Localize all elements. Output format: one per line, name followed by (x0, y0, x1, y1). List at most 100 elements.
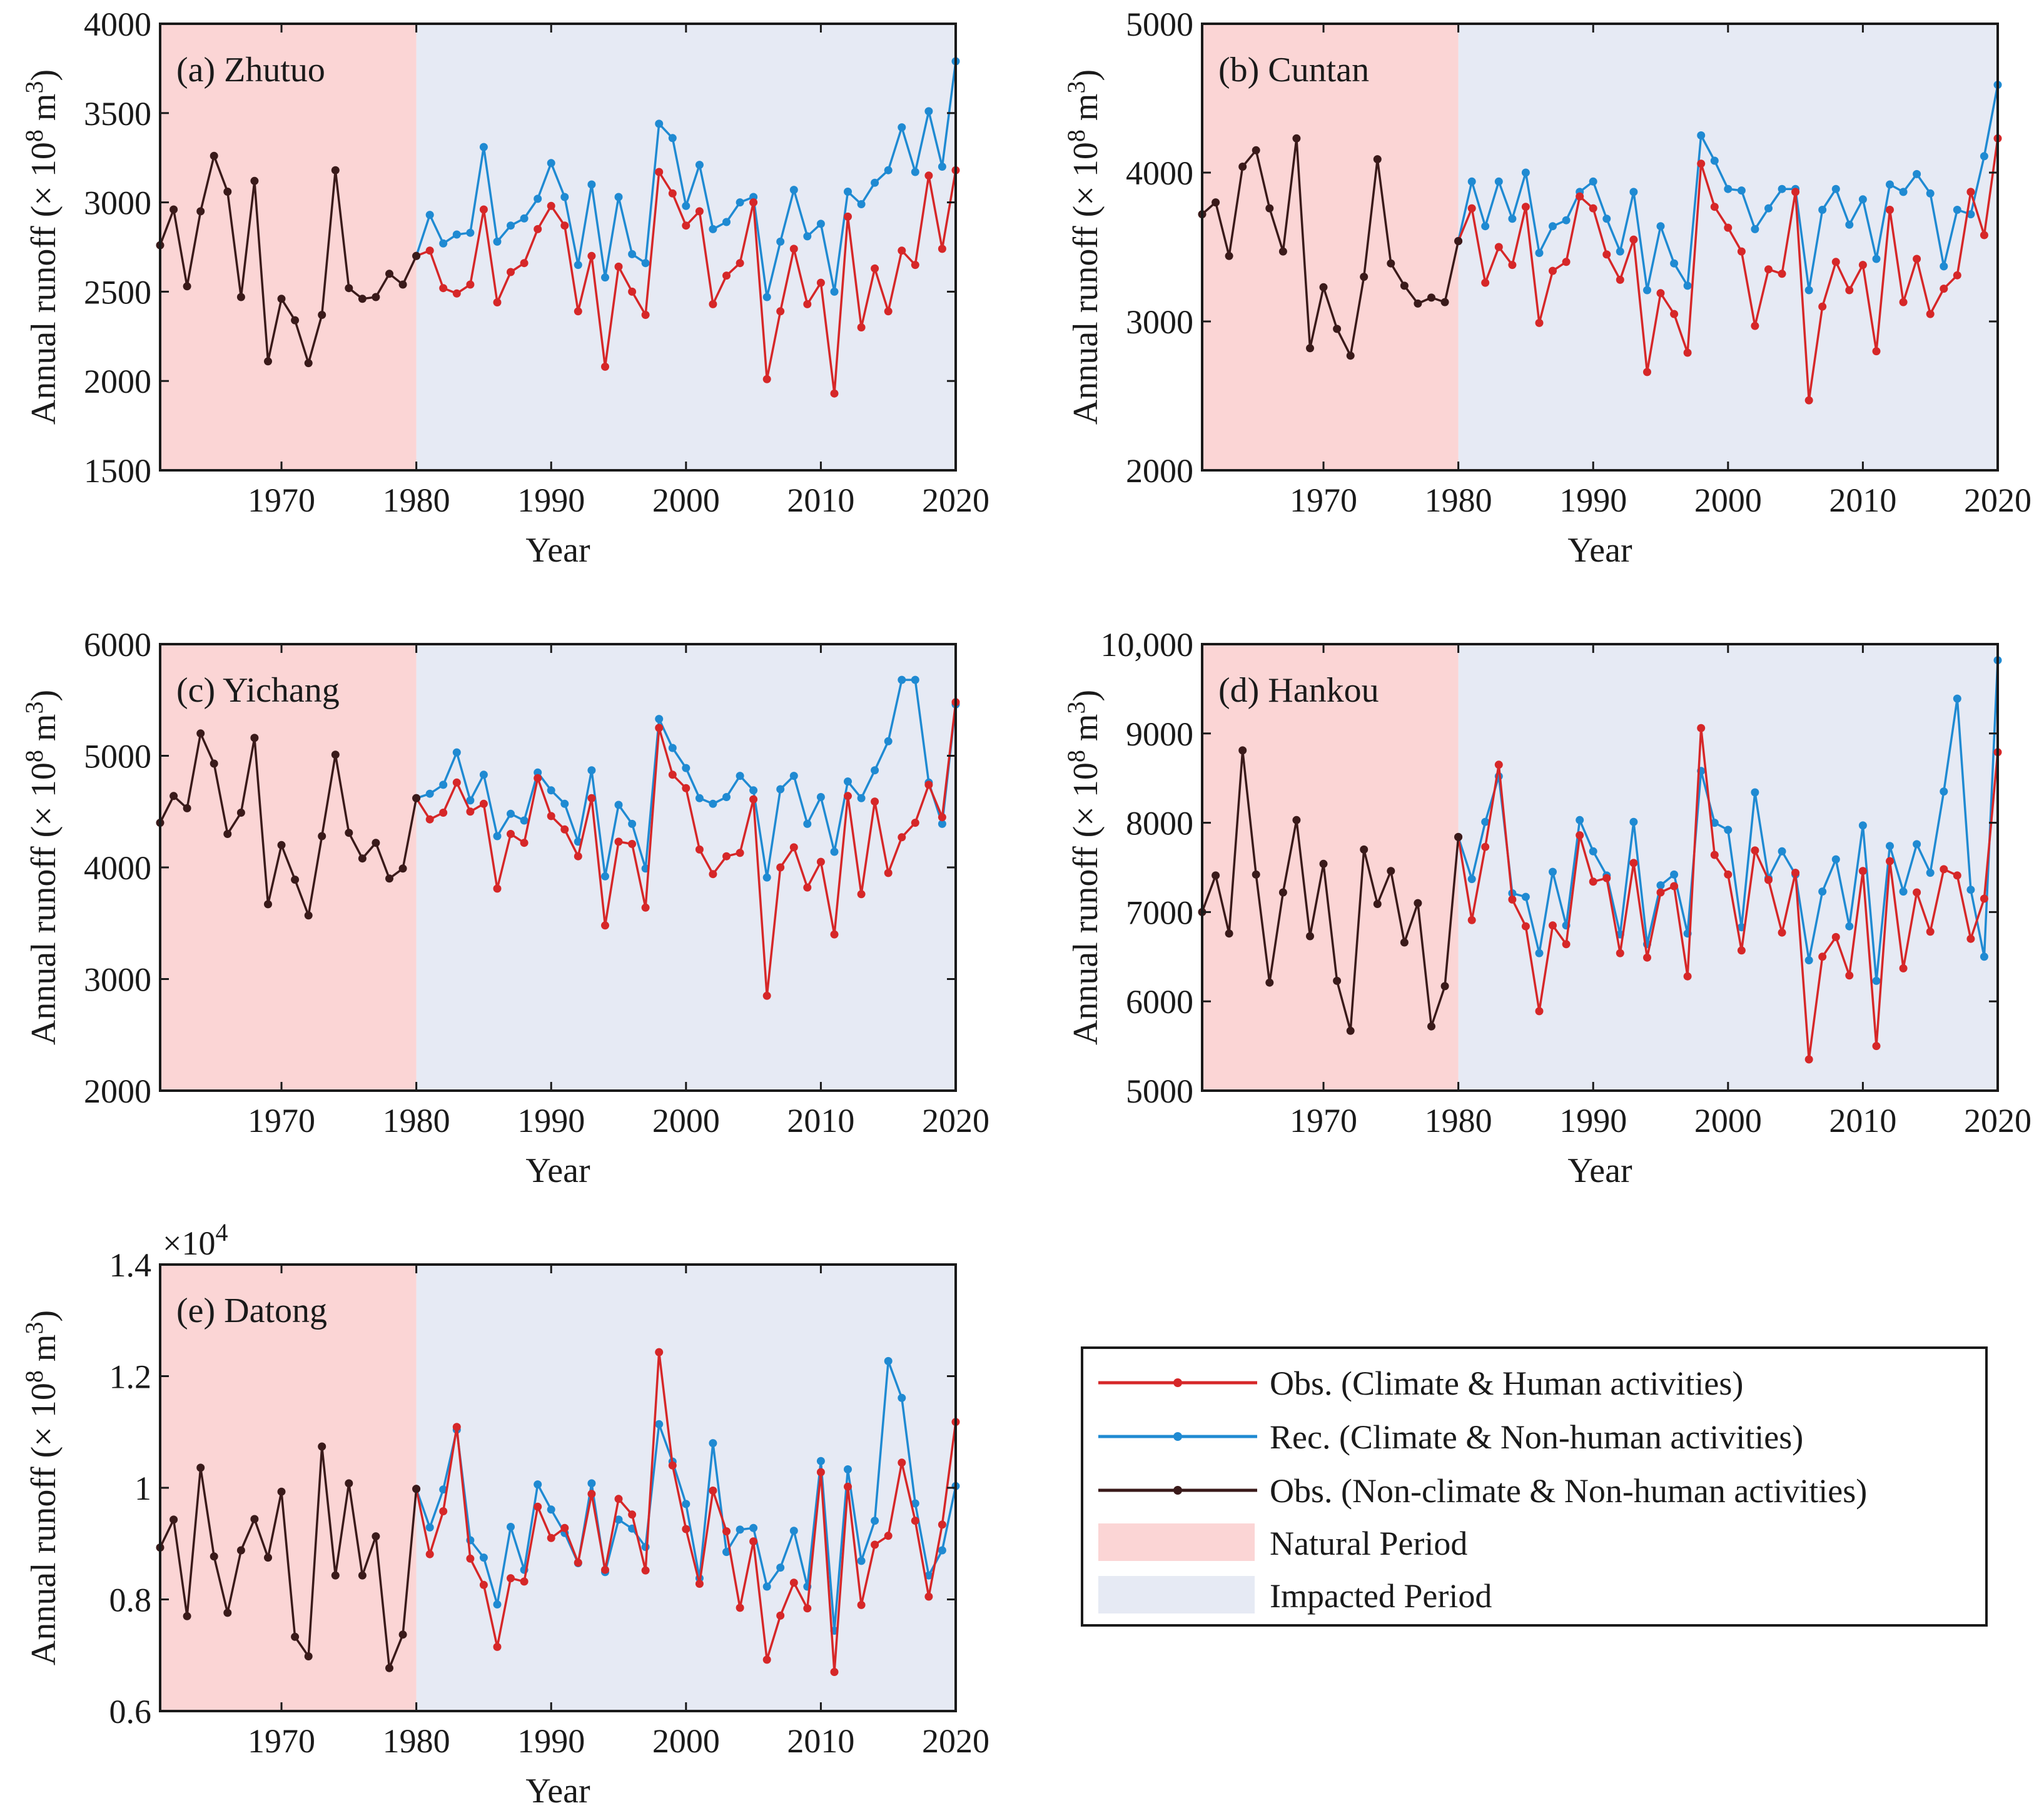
obs-natural-series-point-1972 (1346, 351, 1355, 360)
obs-human-series-point-1993 (587, 794, 596, 802)
rec-series-point-1991 (560, 799, 569, 808)
obs-human-series-point-1995 (614, 837, 623, 846)
rec-series-point-1990 (547, 786, 555, 795)
obs-human-series-point-2006 (1804, 1055, 1813, 1064)
rec-series-point-2008 (789, 772, 798, 780)
panel-title: (c) Yichang (176, 671, 340, 710)
rec-series-point-2007 (776, 1563, 785, 1572)
x-tick-label-1980: 1980 (383, 482, 450, 519)
obs-natural-series-point-1980 (412, 794, 421, 802)
obs-human-series-point-1993 (587, 251, 596, 260)
obs-human-series-point-1997 (641, 311, 650, 319)
y-axis-label: Annual runoff (× 108 m3) (20, 1310, 63, 1665)
obs-human-series-point-1999 (668, 770, 677, 779)
obs-human-series-point-1994 (601, 1565, 609, 1574)
obs-human-series-point-1995 (614, 1495, 623, 1503)
rec-series-point-2003 (722, 218, 731, 226)
rec-series-point-1983 (1494, 177, 1503, 186)
y-tick-label-5000: 5000 (84, 738, 151, 775)
rec-series-point-1986 (493, 237, 502, 246)
obs-human-series-point-1999 (668, 189, 677, 198)
obs-human-series-point-1987 (1549, 921, 1557, 930)
obs-human-series-point-1997 (641, 1566, 650, 1575)
obs-human-series-point-2013 (1899, 964, 1908, 972)
rec-series-point-2017 (1953, 694, 1961, 703)
rec-series-point-2010 (816, 220, 825, 228)
obs-human-series-point-1985 (479, 799, 488, 808)
obs-natural-series-point-1962 (1212, 198, 1220, 207)
obs-human-series-point-1985 (479, 1580, 488, 1589)
obs-human-series-point-1984 (1508, 261, 1517, 270)
x-tick-label-2020: 2020 (1964, 482, 2031, 519)
obs-human-series-point-1996 (628, 1510, 637, 1519)
obs-natural-series-point-1962 (169, 1515, 178, 1524)
rec-series-point-1998 (655, 119, 664, 128)
obs-human-series-point-1989 (1576, 192, 1584, 201)
obs-human-series-point-2009 (803, 1604, 812, 1613)
panels: 1970 1980 1990 2000 2010 2020 1500 2000 2500 3000… (20, 6, 2031, 1810)
obs-human-series-point-2007 (776, 863, 785, 872)
obs-natural-series-point-1966 (223, 1608, 232, 1617)
rec-series-point-1995 (1656, 222, 1665, 231)
obs-natural-series-point-1971 (291, 316, 300, 325)
obs-natural-series-point-1975 (1387, 867, 1395, 876)
obs-human-series-point-1991 (560, 221, 569, 230)
obs-human-series-point-2007 (776, 307, 785, 316)
obs-natural-series-point-1972 (304, 911, 313, 920)
obs-natural-series-point-1974 (331, 1571, 340, 1580)
obs-human-series-point-2014 (1913, 255, 1921, 263)
obs-natural-series-point-1977 (1414, 899, 1422, 907)
impacted-period-region (1458, 644, 1998, 1091)
axes-frame (1201, 23, 1999, 472)
y-tick-label-2000: 2000 (84, 1073, 151, 1110)
rec-series-point-2017 (911, 1499, 919, 1508)
x-axis-label: Year (1567, 531, 1632, 570)
obs-natural-series-point-1963 (1225, 929, 1233, 938)
obs-human-series-point-2019 (1980, 231, 1988, 240)
rec-series-point-1983 (452, 748, 461, 757)
obs-human-series-point-2002 (1751, 846, 1759, 855)
obs-human-series-point-2014 (871, 264, 879, 273)
obs-natural-series-point-1976 (1400, 938, 1409, 947)
obs-human-series-point-2011 (1872, 1042, 1881, 1051)
obs-human-series-point-1988 (520, 839, 529, 847)
rec-series-point-1987 (507, 1523, 515, 1531)
obs-human-series-point-2010 (1858, 261, 1867, 270)
rec-series-point-1982 (1481, 817, 1490, 826)
obs-human-series-point-2006 (762, 991, 771, 1000)
obs-human-series-point-2000 (682, 1525, 691, 1533)
y-axis-label: Annual runoff (× 108 m3) (20, 69, 63, 425)
obs-human-series-point-1998 (1697, 724, 1706, 732)
obs-human-series-point-1990 (547, 812, 555, 821)
rec-series-point-2007 (1818, 206, 1827, 214)
obs-natural-series-point-1979 (398, 280, 407, 289)
obs-human-series-point-2015 (884, 869, 893, 877)
rec-series-point-2007 (776, 237, 785, 246)
y-axis-label: Annual runoff (× 108 m3) (1062, 690, 1105, 1045)
obs-human-series-point-1981 (425, 246, 434, 255)
rec-series-point-1994 (1643, 286, 1651, 295)
y-exponent-label: ×104 (163, 1218, 228, 1262)
rec-series-point-1997 (641, 259, 650, 268)
x-axis-label: Year (525, 1151, 590, 1190)
rec-series-point-1988 (1562, 216, 1571, 225)
y-tick-label-0.8: 0.8 (109, 1582, 152, 1619)
obs-natural-series-point-1964 (1238, 163, 1247, 171)
y-tick-label-1.4: 1.4 (109, 1246, 152, 1284)
obs-human-series-point-2007 (776, 1611, 785, 1620)
obs-human-series-point-1982 (439, 1507, 448, 1515)
obs-natural-series-point-1965 (210, 759, 218, 768)
rec-series-point-1987 (1549, 867, 1557, 876)
obs-human-series-point-1981 (425, 1550, 434, 1558)
obs-natural-series-point-1976 (1400, 281, 1409, 290)
rec-series-point-1987 (1549, 222, 1557, 231)
obs-natural-series-point-1976 (358, 1571, 367, 1580)
x-tick-label-2020: 2020 (1964, 1102, 2031, 1139)
rec-series-point-2002 (1751, 788, 1759, 797)
obs-natural-series-point-1975 (345, 284, 353, 293)
axes-frame (1201, 643, 1999, 1092)
rec-series-point-1998 (655, 715, 664, 724)
rec-series-point-2011 (1872, 255, 1881, 263)
y-axis-label-part-0: Annual runoff (× 10 (24, 1383, 63, 1665)
y-tick-label-1500: 1500 (84, 452, 151, 490)
